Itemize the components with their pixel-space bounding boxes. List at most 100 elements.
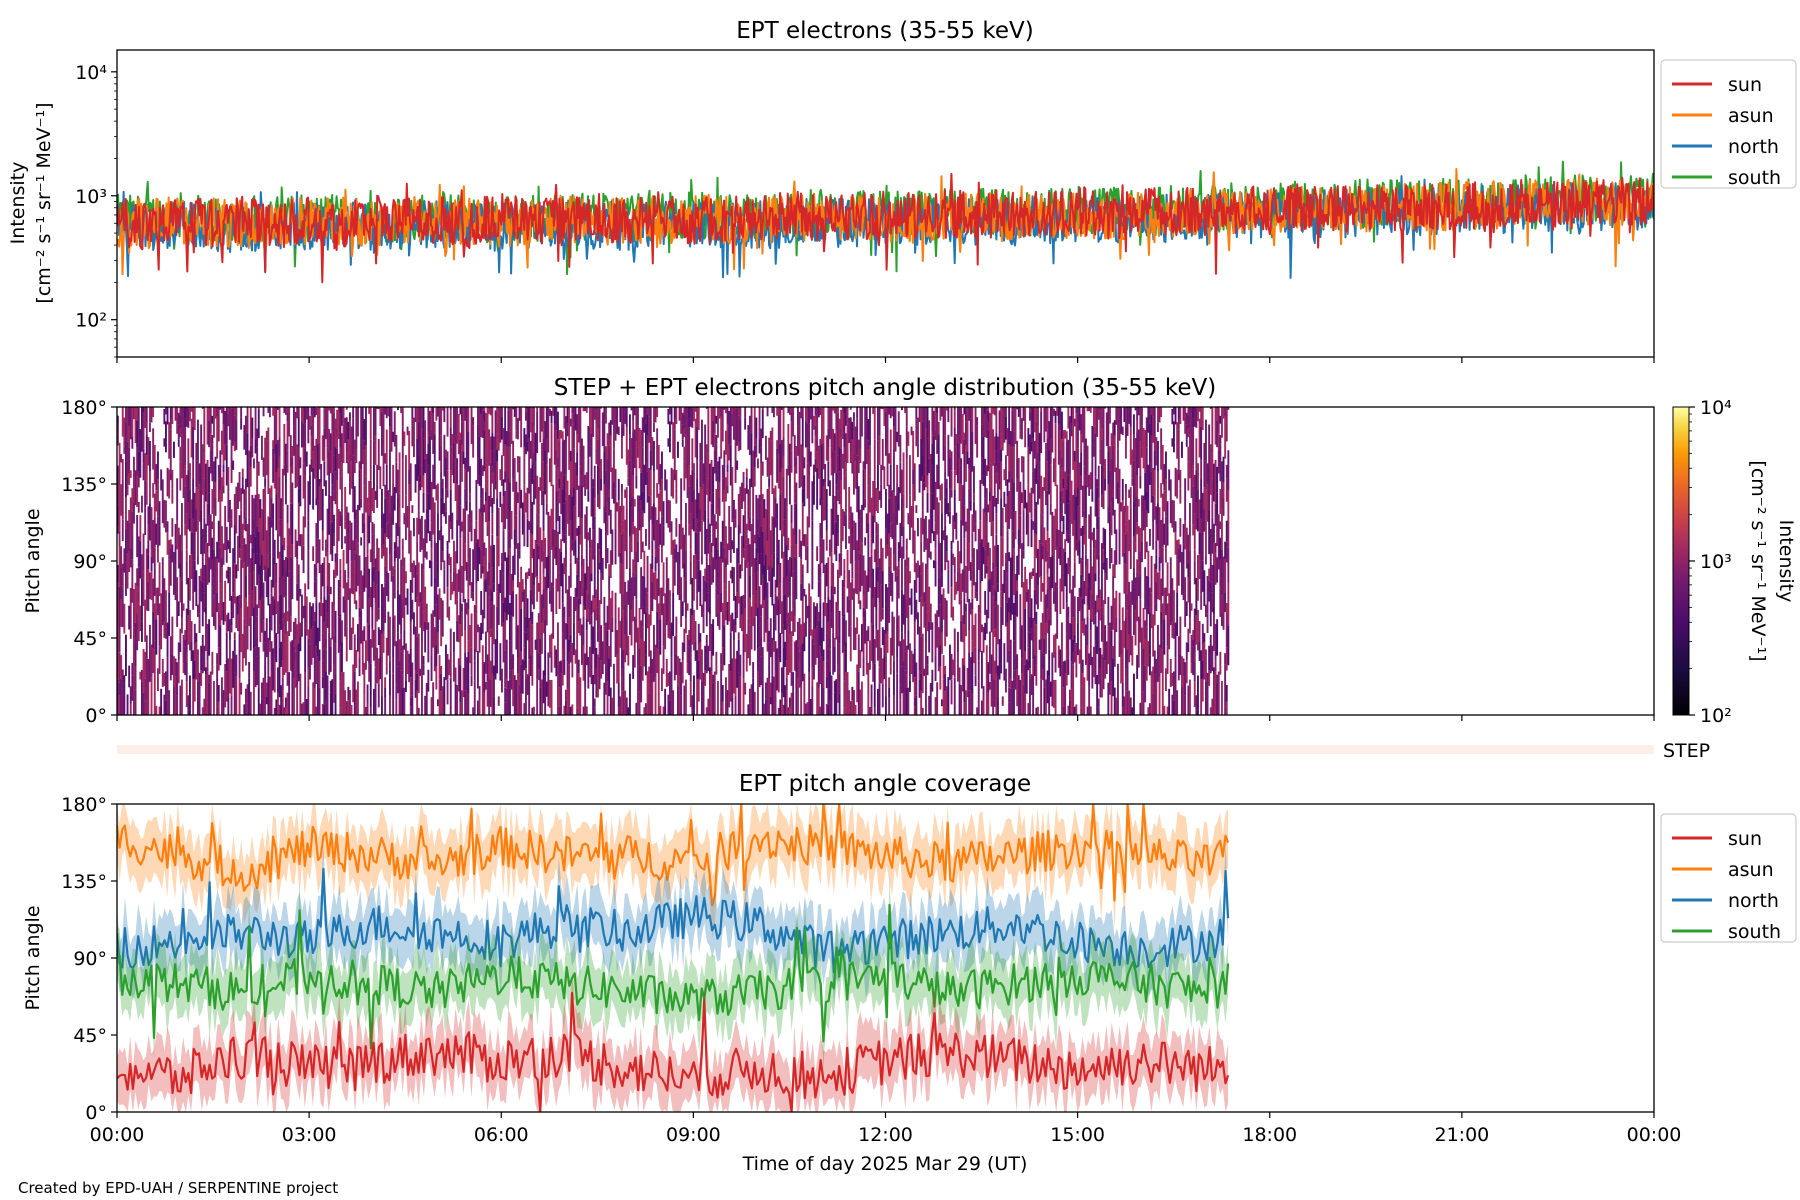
pad-cell	[817, 564, 820, 582]
pad-cell	[425, 551, 428, 560]
pad-cell	[349, 588, 351, 614]
pad-cell	[358, 470, 361, 511]
pad-cell	[721, 685, 724, 702]
pad-cell	[849, 641, 852, 662]
pad-cell	[992, 656, 995, 679]
pad-cell	[800, 583, 803, 601]
pad-cell	[299, 588, 302, 597]
pad-cell	[625, 697, 628, 715]
pad-cell	[889, 490, 892, 498]
pad-cell	[897, 568, 900, 599]
pad-cell	[1041, 487, 1044, 515]
pad-cell	[657, 493, 660, 518]
pad-cell	[326, 612, 329, 628]
pad-cell	[885, 488, 887, 529]
pad-cell	[155, 464, 158, 491]
pad-cell	[121, 590, 124, 628]
pad-cell	[981, 407, 983, 425]
pad-cell	[152, 611, 155, 626]
pad-cell	[222, 407, 225, 425]
pad-cell	[173, 441, 175, 458]
pad-cell	[297, 574, 300, 602]
pad-cell	[489, 407, 492, 416]
pad-cell	[851, 578, 854, 600]
pad-cell	[582, 586, 585, 606]
pad-cell	[811, 532, 814, 551]
pad-cell	[409, 648, 412, 678]
pad-cell	[579, 618, 582, 636]
pad-cell	[456, 484, 459, 520]
pad-cell	[1025, 579, 1028, 592]
pad-cell	[856, 617, 859, 634]
pad-cell	[137, 451, 140, 471]
pad-cell	[488, 586, 491, 597]
pad-cell	[381, 634, 383, 654]
pad-cell	[997, 436, 999, 473]
pad-cell	[605, 665, 607, 695]
pad-cell	[152, 648, 155, 674]
pad-cell	[147, 524, 150, 541]
pad-cell	[520, 664, 523, 694]
pad-cell	[185, 681, 188, 708]
pad-cell	[128, 522, 131, 552]
pad-cell	[333, 407, 335, 414]
pad-cell	[249, 407, 252, 446]
pad-cell	[829, 539, 831, 557]
pad-cell	[323, 688, 326, 705]
pad-cell	[934, 481, 937, 523]
pad-cell	[758, 426, 761, 440]
pad-cell	[419, 668, 422, 677]
pad-cell	[174, 407, 177, 421]
pad-cell	[835, 546, 838, 561]
pad-cell	[1053, 680, 1055, 708]
pad-cell	[1024, 651, 1027, 665]
pad-cell	[683, 461, 686, 491]
pad-cell	[1099, 667, 1102, 698]
pad-cell	[787, 627, 790, 669]
pad-cell	[798, 411, 801, 447]
pad-cell	[681, 660, 684, 684]
pad-cell	[389, 660, 391, 670]
pad-cell	[582, 473, 585, 488]
pad-cell	[976, 425, 979, 458]
pad-cell	[806, 702, 809, 715]
pad-cell	[801, 488, 804, 503]
pad-cell	[808, 583, 811, 606]
pad-cell	[187, 502, 190, 530]
pad-cell	[334, 693, 337, 715]
pad-cell	[235, 486, 238, 496]
pad-cell	[613, 701, 615, 715]
pad-cell	[771, 516, 774, 556]
pad-cell	[971, 693, 974, 715]
pad-cell	[243, 604, 246, 619]
pad-cell	[310, 435, 313, 459]
pad-cell	[872, 407, 875, 414]
pad-cell	[789, 443, 791, 483]
pad-cell	[659, 587, 662, 620]
pad-cell	[665, 581, 668, 626]
pad-cell	[992, 495, 995, 521]
pad-cell	[1088, 474, 1091, 496]
pad-cell	[141, 429, 143, 452]
pad-cell	[275, 633, 278, 663]
pad-cell	[853, 454, 855, 495]
pad-cell	[593, 609, 596, 652]
pad-cell	[169, 473, 172, 481]
pad-cell	[205, 674, 207, 715]
pad-cell	[1059, 491, 1062, 523]
pad-cell	[870, 593, 873, 624]
pad-cell	[331, 472, 334, 485]
pad-cell	[790, 692, 793, 715]
pad-cell	[542, 531, 545, 551]
pad-cell	[329, 407, 332, 414]
pad-cell	[806, 447, 809, 464]
pad-cell	[227, 698, 230, 715]
pad-cell	[885, 528, 887, 549]
pad-cell	[1102, 527, 1105, 550]
pad-cell	[577, 525, 580, 561]
pad-cell	[147, 569, 150, 583]
pad-cell	[971, 598, 974, 610]
pad-cell	[672, 593, 675, 636]
pad-cell	[864, 611, 867, 644]
pad-cell	[533, 585, 535, 610]
